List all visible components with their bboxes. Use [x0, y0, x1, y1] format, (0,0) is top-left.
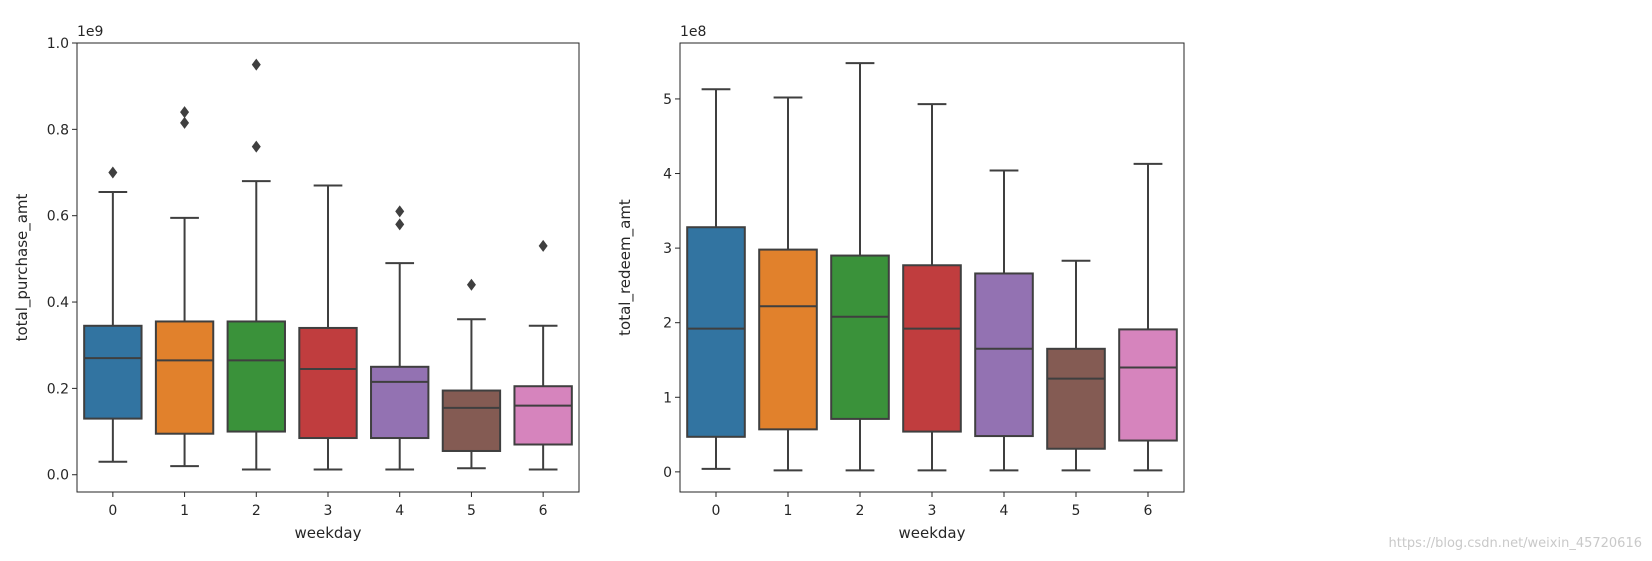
x-tick-label: 0 [108, 503, 117, 519]
outlier-point [251, 58, 261, 71]
box-6 [513, 239, 573, 471]
y-tick-label: 1.0 [47, 36, 69, 52]
box-6 [1118, 162, 1178, 472]
y-tick-label: 1 [663, 390, 672, 406]
x-tick-label: 6 [1144, 503, 1153, 519]
box-body [513, 385, 573, 446]
y-scale-label: 1e9 [77, 24, 103, 40]
box-body [758, 248, 818, 431]
box-2 [830, 62, 890, 472]
x-axis-label: weekday [898, 524, 965, 542]
box-4 [370, 205, 430, 471]
box-body [154, 320, 215, 435]
y-tick-label: 3 [663, 241, 672, 257]
x-tick-label: 5 [1072, 503, 1081, 519]
x-tick-label: 4 [395, 503, 404, 519]
box-body [686, 226, 746, 438]
y-tick-label: 0.8 [47, 122, 69, 138]
x-tick-label: 2 [252, 503, 261, 519]
outlier-point [538, 239, 548, 252]
box-0 [83, 166, 143, 463]
y-tick-label: 0.6 [47, 209, 69, 225]
outlier-point [108, 166, 118, 179]
y-axis-label: total_purchase_amt [13, 193, 32, 341]
box-body [370, 365, 430, 440]
box-2 [226, 58, 286, 471]
box-5 [1046, 259, 1106, 472]
x-tick-label: 2 [856, 503, 865, 519]
x-tick-label: 6 [539, 503, 548, 519]
box-body [83, 324, 143, 420]
box-body [830, 254, 890, 420]
watermark-text: https://blog.csdn.net/weixin_45720616 [1388, 536, 1642, 551]
chart-panel-1: 0.0 0.2 0.4 0.6 0.8 1.0 0 1 2 3 4 5 6 weekday total_pu… [13, 24, 580, 542]
y-tick-label: 2 [663, 316, 672, 332]
outlier-point [180, 116, 190, 129]
outlier-point [251, 140, 261, 153]
box-1 [154, 106, 215, 468]
x-tick-label: 1 [784, 503, 793, 519]
box-4 [974, 169, 1034, 472]
outlier-point [180, 106, 190, 119]
outlier-point [466, 278, 476, 291]
chart-panel-2: 0 1 2 3 4 5 0 1 2 3 4 5 6 weekday total_redeem_amt 1e8 [616, 24, 1185, 542]
outlier-point [395, 218, 405, 231]
box-body [1118, 328, 1178, 442]
x-tick-label: 0 [712, 503, 721, 519]
plot-frame [679, 42, 1185, 493]
box-0 [686, 88, 746, 470]
box-body [226, 320, 286, 433]
box-body [974, 272, 1034, 438]
box-body [298, 326, 358, 440]
y-axis-label: total_redeem_amt [616, 199, 635, 336]
plot-frame [76, 42, 580, 493]
y-tick-label: 0.2 [47, 381, 69, 397]
y-tick-label: 0 [663, 465, 672, 481]
x-tick-label: 3 [928, 503, 937, 519]
y-tick-label: 0.0 [47, 468, 69, 484]
y-tick-label: 4 [663, 167, 672, 183]
box-body [1046, 347, 1106, 450]
x-tick-label: 3 [324, 503, 333, 519]
y-scale-label: 1e8 [680, 24, 706, 40]
x-tick-label: 1 [180, 503, 189, 519]
box-3 [298, 184, 358, 471]
y-tick-label: 0.4 [47, 295, 69, 311]
box-5 [441, 278, 502, 470]
x-axis-label: weekday [294, 524, 361, 542]
box-body [902, 264, 962, 433]
box-body [441, 389, 502, 452]
box-1 [758, 96, 818, 472]
x-tick-label: 5 [467, 503, 476, 519]
box-3 [902, 103, 962, 472]
x-tick-label: 4 [1000, 503, 1009, 519]
outlier-point [395, 205, 405, 218]
y-tick-label: 5 [663, 92, 672, 108]
